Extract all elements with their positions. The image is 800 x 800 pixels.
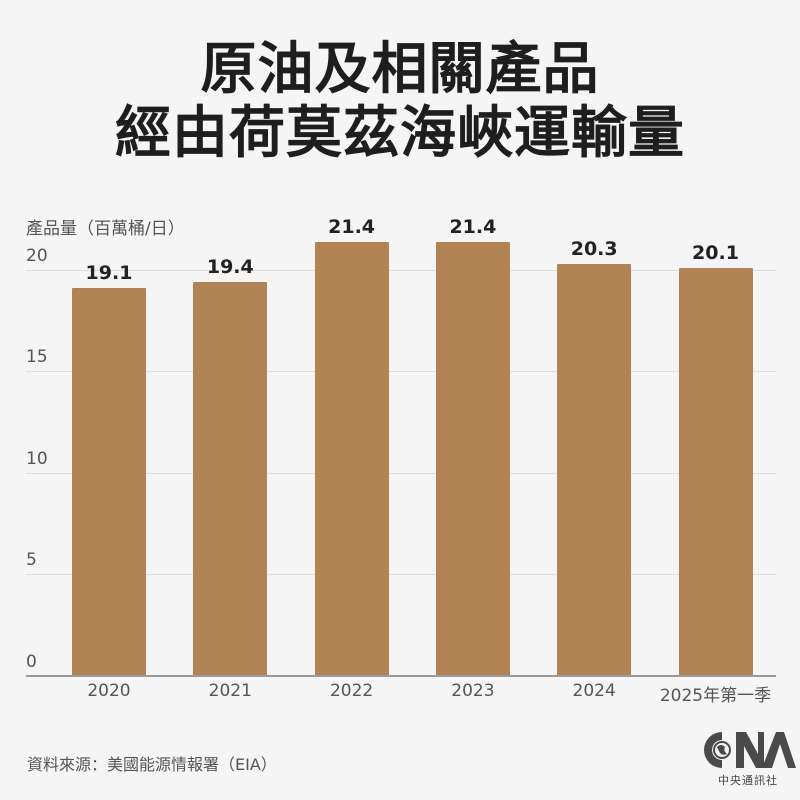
x-tick-label: 2023 xyxy=(451,681,495,701)
bar-2025年第一季 xyxy=(678,267,753,676)
bar-value-label: 21.4 xyxy=(449,215,497,238)
gridline xyxy=(26,269,776,271)
cna-logo: 中央通訊社 xyxy=(700,728,796,792)
bar-value-label: 19.1 xyxy=(85,262,133,285)
y-tick-label: 15 xyxy=(26,347,48,368)
x-tick-label: 2025年第一季 xyxy=(659,686,772,706)
x-tick-label: 2024 xyxy=(572,681,616,701)
x-tick-label: 2020 xyxy=(87,681,131,701)
gridline xyxy=(26,472,776,474)
x-axis-baseline xyxy=(26,675,776,677)
y-tick-label: 0 xyxy=(26,652,37,672)
chart-title: 原油及相關產品 經由荷莫茲海峽運輸量 xyxy=(0,38,800,166)
bar-2022 xyxy=(314,241,389,676)
chart-title-line-2: 經由荷莫茲海峽運輸量 xyxy=(115,101,685,166)
bar-2020 xyxy=(72,288,146,676)
bar-value-label: 21.4 xyxy=(328,215,376,238)
bar-value-label: 19.4 xyxy=(206,256,254,279)
y-tick-label: 5 xyxy=(26,550,37,571)
y-tick-label: 20 xyxy=(26,245,48,266)
bar-value-label: 20.3 xyxy=(570,237,618,260)
bar-2023 xyxy=(435,241,510,676)
bar-value-label: 20.1 xyxy=(692,241,739,264)
y-axis-label: 產品量（百萬桶/日） xyxy=(26,219,185,239)
chart-title-line-1: 原油及相關產品 xyxy=(200,37,600,102)
y-tick-label: 10 xyxy=(26,448,48,469)
cna-logo-text: 中央通訊社 xyxy=(718,774,778,787)
cna-logo-icon xyxy=(704,732,796,768)
bar-2021 xyxy=(193,282,268,676)
plot-area: 0 5 10 15 20 19.1 2020 19.4 2021 21.4 2022 21.4 2023… xyxy=(26,216,776,706)
x-tick-label: 2021 xyxy=(208,681,252,701)
x-tick-label: 2022 xyxy=(329,681,374,701)
source-note: 資料來源：美國能源情報署（EIA） xyxy=(27,755,277,774)
bar-2024 xyxy=(557,263,632,676)
gridline xyxy=(26,574,776,576)
gridline xyxy=(26,371,776,373)
